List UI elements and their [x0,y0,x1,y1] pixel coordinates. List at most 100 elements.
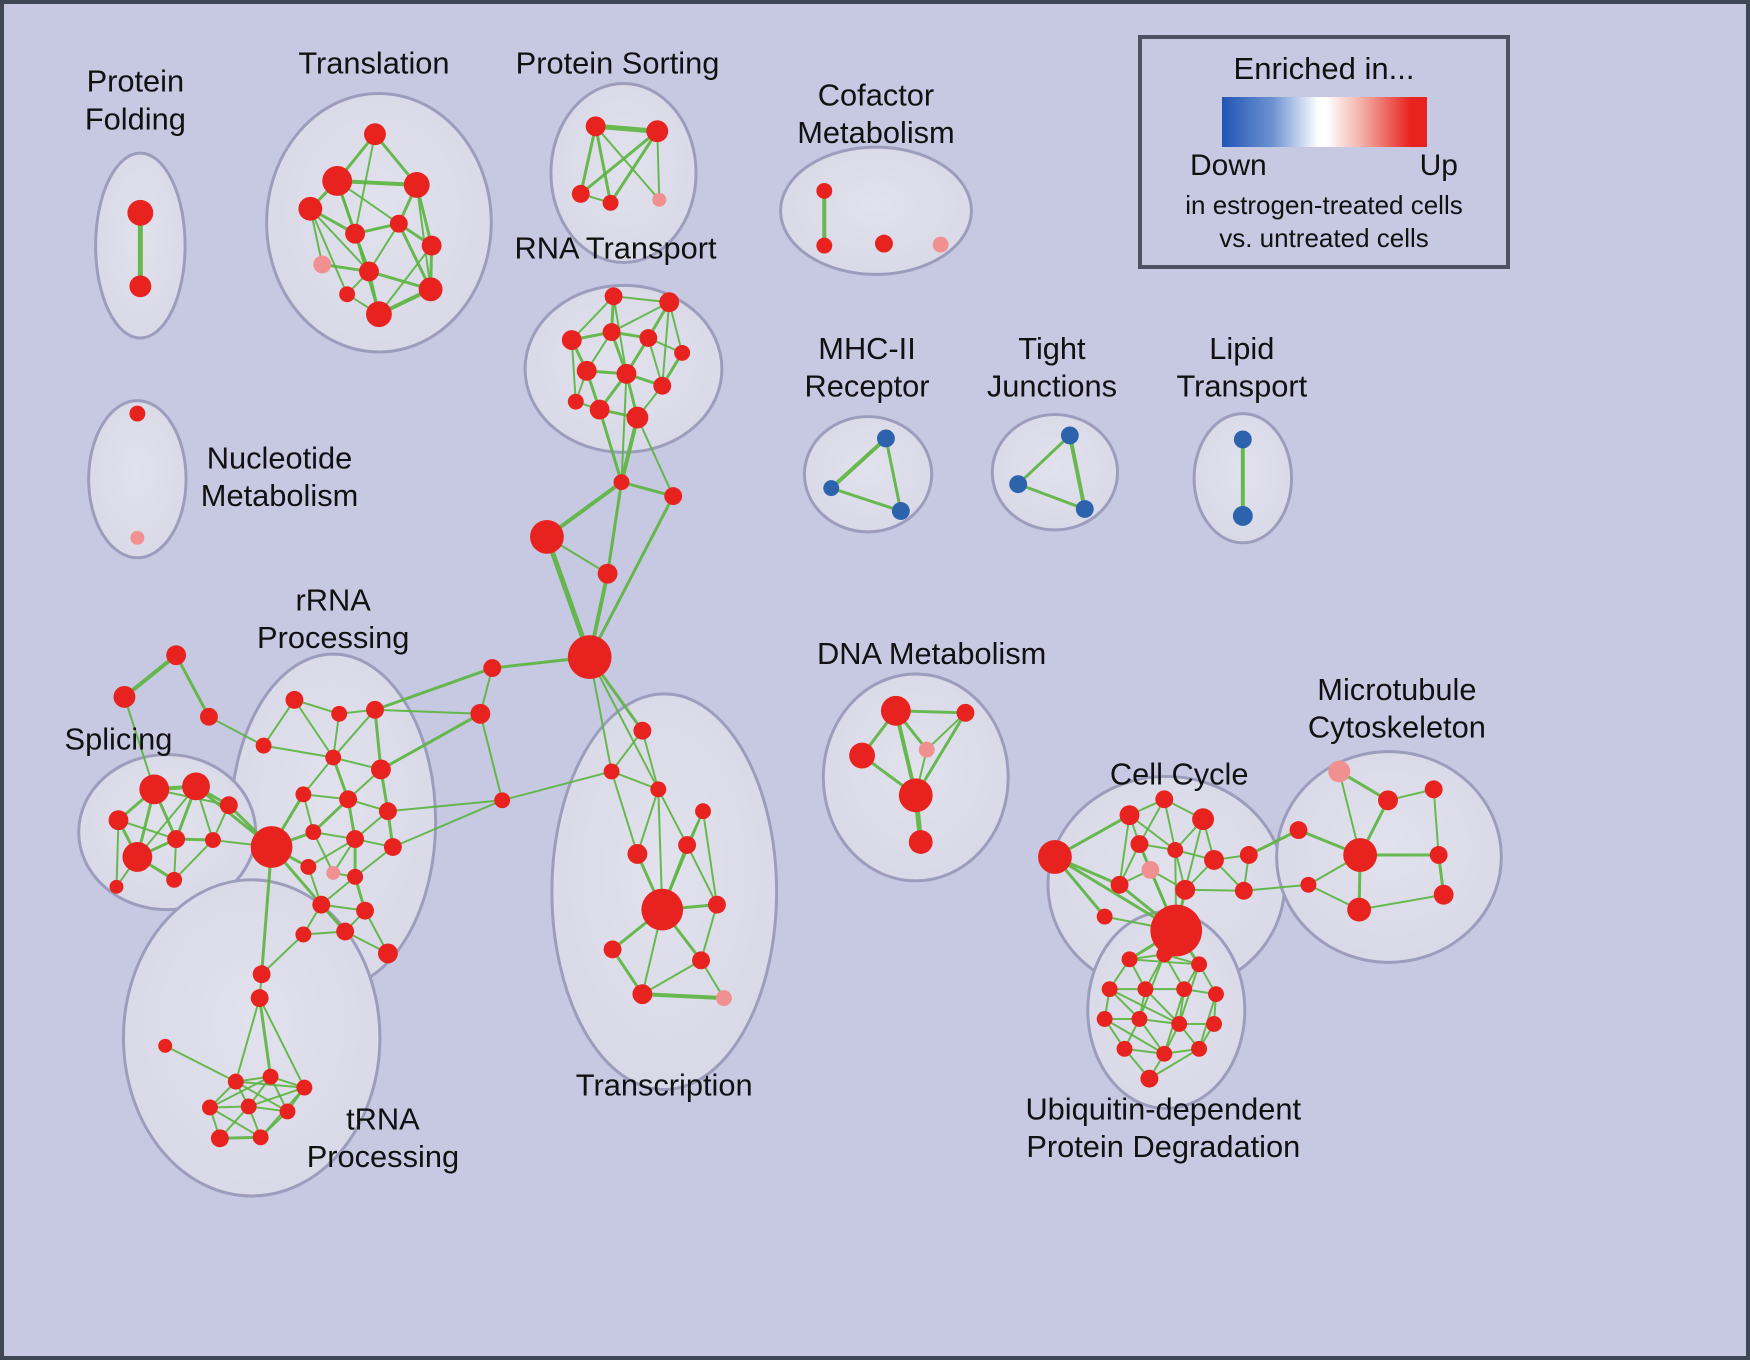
network-node-mh0 [876,429,895,448]
network-edge [641,729,660,791]
network-node-dm0 [880,695,911,726]
network-edge [829,436,888,491]
network-node-rr17 [295,926,312,943]
network-node-cm3 [932,236,949,253]
network-edge [884,436,903,513]
network-node-rrhub [250,826,293,868]
network-edge [606,480,623,576]
network-node-tn4 [201,1099,218,1116]
network-node-tx0 [633,721,652,740]
cluster-label-mhc-ii-receptor: Receptor [805,369,930,404]
network-node-dm4 [898,778,933,813]
cluster-label-microtubule-cytoskeleton: Cytoskeleton [1308,710,1486,745]
network-node-ps2 [571,184,590,203]
network-edge [208,1075,272,1109]
network-node-mc6 [1300,876,1317,893]
network-edge [373,708,482,715]
network-node-ub13 [1191,1040,1208,1057]
network-edge [1016,433,1072,486]
network-node-cc4 [1130,835,1149,853]
network-node-hub2 [470,703,491,724]
network-node-tn5 [240,1098,257,1115]
cluster-label-nucleotide-metabolism: Nucleotide [207,440,353,475]
network-node-cc8 [1239,846,1258,864]
network-node-cc11 [1234,881,1253,900]
network-node-cm0 [816,182,833,199]
network-node-dm1 [956,703,975,722]
network-node-tr3 [403,172,430,198]
network-edge [332,708,376,759]
legend-up-label: Up [1419,149,1458,182]
network-node-rt4 [639,329,658,347]
network-edge [307,838,357,868]
network-edge [415,183,432,291]
network-node-cc10 [1175,879,1196,900]
network-edge [579,129,659,196]
cluster-label-transcription: Transcription [576,1068,753,1103]
network-node-tx8 [692,951,710,970]
network-edge [122,653,179,699]
network-edge [115,819,120,888]
network-edge [262,744,335,759]
network-node-rr12 [326,865,341,880]
network-edge [588,656,660,791]
network-edge [702,810,718,906]
network-node-lt0 [1233,430,1252,449]
network-edge [594,124,613,205]
network-edge [234,1080,306,1089]
network-node-tx10 [715,990,732,1007]
network-node-hub1 [483,659,502,678]
legend-endpoint-labels: Down Up [1190,149,1458,183]
network-node-tx6 [707,895,726,914]
network-edge [610,770,660,791]
cluster-label-ubiquitin-degradation: Ubiquitin-dependent [1025,1091,1301,1126]
network-node-tj2 [1075,500,1094,518]
network-node-cc9 [1110,875,1129,894]
network-edge [661,301,671,387]
cluster-label-cofactor-metabolism: Cofactor [818,77,934,112]
network-node-mh2 [891,502,910,520]
network-node-cc5 [1167,842,1184,858]
network-node-rt9 [589,399,610,420]
network-node-cc12 [1096,908,1113,925]
network-node-st0 [166,645,187,666]
network-edge [588,494,675,659]
network-node-cm1 [816,237,833,254]
network-edge [619,415,640,485]
network-edge [173,839,214,881]
cluster-ellipse-cofactor-metabolism [779,145,973,276]
legend-caption-line1: in estrogen-treated cells [1185,190,1463,220]
network-node-rr10 [346,830,365,849]
network-node-rr20 [377,943,398,964]
network-edge [1247,828,1300,857]
network-edge [479,712,504,802]
network-node-rr7 [339,790,358,809]
cluster-label-protein-sorting: Protein Sorting [516,46,720,81]
network-node-ps3 [602,194,619,211]
network-node-nm1 [130,530,145,545]
cluster-label-protein-folding: Protein [87,63,185,98]
network-node-tn0 [250,989,269,1008]
network-node-tr10 [366,301,392,328]
network-node-ub7 [1096,1011,1113,1027]
network-node-ub2 [1191,956,1208,973]
network-edge [594,125,661,201]
network-node-rr8 [378,802,397,821]
network-edge [117,819,178,841]
network-node-sp4 [122,842,153,872]
network-edge [234,997,261,1083]
network-edge [1358,893,1445,911]
network-edge [641,959,703,996]
legend-caption-line2: vs. untreated cells [1219,223,1429,253]
network-node-cc2 [1155,790,1174,809]
network-node-ub9 [1171,1016,1188,1032]
network-node-rr9 [305,824,322,841]
legend-box: Enriched in... Down Up in estrogen-treat… [1138,35,1510,269]
network-node-nm0 [129,405,146,422]
network-edge [260,845,274,976]
network-node-tx1 [603,763,620,780]
network-node-tn9 [158,1038,173,1053]
cluster-label-splicing: Splicing [65,722,173,757]
network-edge [640,992,726,1001]
